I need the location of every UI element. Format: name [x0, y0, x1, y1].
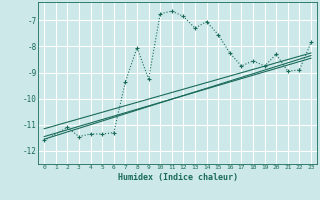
X-axis label: Humidex (Indice chaleur): Humidex (Indice chaleur) — [118, 173, 238, 182]
